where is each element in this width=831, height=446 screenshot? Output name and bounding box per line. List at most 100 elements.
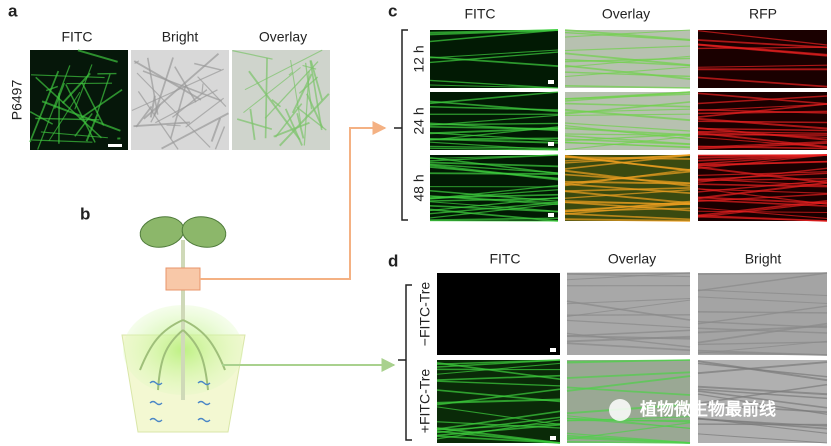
image-part <box>564 29 691 41</box>
image-part <box>31 74 105 79</box>
image-part <box>564 45 691 52</box>
image-part <box>566 297 691 305</box>
image-part <box>429 145 559 150</box>
image-part <box>171 89 208 118</box>
image-part <box>697 46 828 50</box>
image-part <box>697 305 828 325</box>
image-part <box>564 134 691 145</box>
micrograph <box>131 50 229 150</box>
image-part <box>429 49 559 59</box>
image-part <box>436 430 561 444</box>
image-part <box>697 130 828 134</box>
image-part <box>566 300 691 321</box>
image-part <box>697 142 828 150</box>
image-part <box>564 84 691 89</box>
image-part <box>697 172 828 181</box>
image-part <box>304 62 313 110</box>
row-label: P6497 <box>9 80 25 121</box>
image-part <box>566 272 691 275</box>
image-part <box>429 201 559 212</box>
image-part <box>284 108 303 146</box>
image-part <box>429 114 559 126</box>
image-part <box>153 57 174 117</box>
plant-diagram <box>121 121 396 433</box>
image-part <box>697 64 828 68</box>
image-part <box>243 67 301 114</box>
image-part <box>429 184 559 200</box>
image-part <box>185 97 225 128</box>
image-part <box>697 385 828 396</box>
scale-bar <box>548 142 554 146</box>
image-part <box>436 423 561 431</box>
image-part <box>564 200 691 205</box>
image-part <box>697 103 828 118</box>
image-part <box>697 403 828 414</box>
image-part <box>309 60 323 101</box>
panel-label: d <box>388 251 398 270</box>
image-part <box>564 218 691 222</box>
image-part <box>697 76 828 88</box>
image-part <box>697 110 828 115</box>
image-part <box>564 29 691 38</box>
image-part <box>697 341 828 346</box>
scale-bar <box>108 144 122 147</box>
image-part <box>566 415 691 430</box>
row-label: 12 h <box>411 45 427 72</box>
image-part <box>697 30 828 46</box>
image-part <box>436 359 561 368</box>
image-part <box>566 416 691 422</box>
image-part <box>697 390 828 409</box>
panel-label: b <box>80 204 90 223</box>
image-part <box>429 56 559 67</box>
image-part <box>697 154 828 169</box>
image-part <box>697 322 828 344</box>
image-part <box>429 29 559 43</box>
image-part <box>77 49 118 63</box>
image-part <box>564 91 691 100</box>
image-part <box>564 183 691 194</box>
row-label: +FITC-Tre <box>417 369 433 434</box>
image-part <box>697 272 828 276</box>
watermark-icon <box>609 399 631 421</box>
image-part <box>436 374 561 381</box>
image-part <box>274 103 303 138</box>
image-part <box>429 132 559 142</box>
image-part <box>566 417 691 423</box>
image-part <box>37 65 71 150</box>
image-part <box>697 417 828 434</box>
column-header: Overlay <box>259 29 307 45</box>
image-part <box>96 73 111 114</box>
image-part <box>564 108 691 122</box>
image-part <box>566 432 691 444</box>
image-part <box>564 71 691 78</box>
bracket <box>394 29 408 221</box>
image-part <box>429 138 559 144</box>
micrograph <box>437 273 560 355</box>
image-part <box>564 52 691 67</box>
image-part <box>697 388 828 400</box>
column-header: FITC <box>61 29 92 45</box>
image-part <box>74 112 93 137</box>
image-part <box>264 61 319 119</box>
image-part <box>566 319 691 329</box>
scale-bar <box>550 436 556 440</box>
image-part <box>697 43 828 57</box>
image-part <box>564 133 691 136</box>
image-part <box>429 190 559 202</box>
image-part <box>697 207 828 219</box>
micrograph <box>698 273 827 355</box>
image-part <box>137 90 179 150</box>
image-part <box>697 95 828 105</box>
image-part <box>436 389 561 403</box>
panel-label: a <box>8 1 18 20</box>
image-part <box>564 102 691 108</box>
image-part <box>566 359 691 364</box>
image-part <box>697 311 828 314</box>
image-part <box>697 136 828 148</box>
image-part <box>566 371 691 379</box>
image-part <box>174 66 197 103</box>
image-part <box>697 210 828 213</box>
image-part <box>564 154 691 172</box>
image-part <box>197 76 227 107</box>
image-part <box>697 178 828 182</box>
